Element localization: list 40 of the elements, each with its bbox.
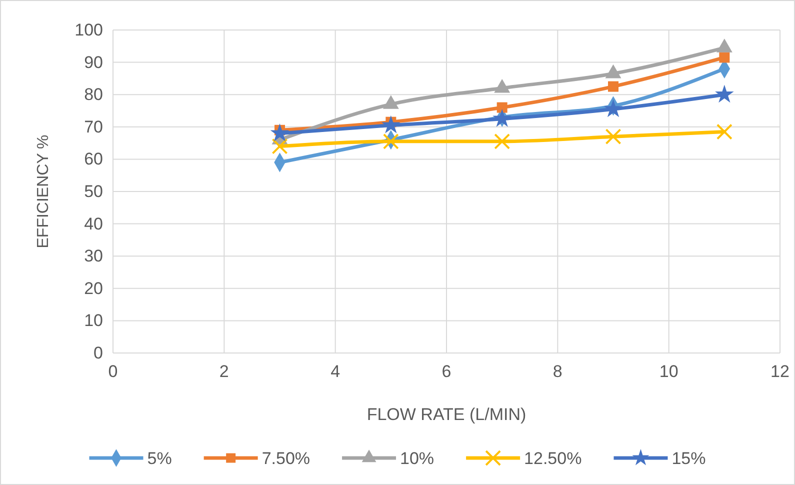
y-tick-label: 50 (84, 182, 103, 201)
point (605, 64, 622, 78)
y-tick-label: 30 (84, 246, 103, 266)
point (715, 84, 734, 103)
y-tick-label: 90 (84, 52, 103, 72)
y-tick-label: 100 (74, 20, 103, 40)
y-tick-label: 10 (84, 311, 103, 330)
y-tick-label: 20 (84, 278, 103, 298)
legend-label: 5% (147, 449, 172, 468)
point (604, 99, 623, 118)
point (608, 81, 618, 92)
x-tick-label: 8 (552, 362, 562, 382)
legend-label: 15% (672, 449, 706, 468)
x-tick-label: 10 (659, 362, 678, 382)
point (716, 38, 732, 52)
legend-label: 12.50% (524, 449, 582, 468)
point (492, 108, 512, 127)
point (272, 138, 288, 154)
y-tick-label: 0 (94, 343, 103, 362)
point (719, 52, 730, 63)
point (382, 115, 400, 134)
point (382, 133, 399, 150)
x-tick-label: 6 (442, 362, 452, 382)
x-axis-title: FLOW RATE (L/MIN) (366, 405, 526, 424)
point (496, 102, 508, 113)
y-tick-label: 80 (84, 85, 103, 104)
legend-label: 7.50% (262, 449, 310, 468)
legend-label: 10% (400, 449, 434, 468)
y-tick-label: 60 (84, 150, 103, 169)
point (605, 128, 622, 145)
y-tick-label: 70 (84, 117, 103, 136)
y-axis-title: EFFICIENCY % (35, 134, 52, 248)
x-tick-label: 12 (770, 362, 790, 382)
x-tick-label: 2 (219, 362, 229, 382)
point (716, 124, 732, 140)
x-tick-label: 0 (108, 362, 118, 382)
y-tick-label: 40 (84, 214, 103, 234)
point (494, 133, 510, 150)
x-tick-label: 4 (330, 362, 340, 382)
point (270, 123, 290, 142)
